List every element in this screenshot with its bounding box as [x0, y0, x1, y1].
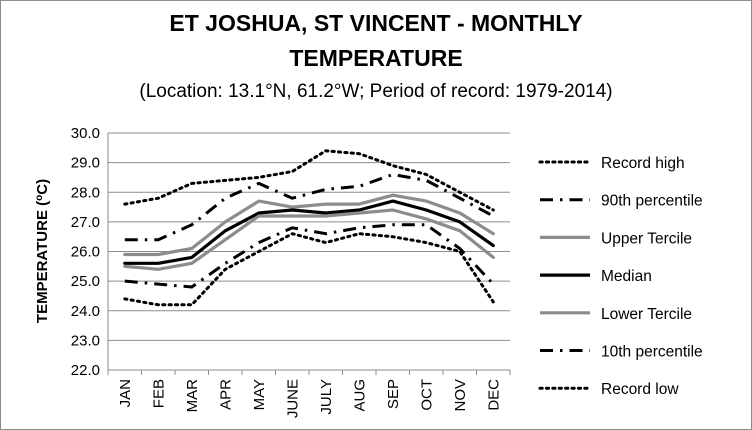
legend-label: Upper Tercile: [601, 230, 692, 247]
x-tick-label: SEP: [385, 379, 402, 409]
series-line-median: [123, 199, 495, 265]
series-line-record-low: [123, 232, 495, 307]
legend: Record high 90th percentile Upper Tercile M…: [538, 155, 703, 398]
series-lines: [123, 149, 495, 307]
x-tick-label: JUNE: [284, 379, 301, 418]
y-tick-label: 29.0: [71, 155, 100, 172]
x-tick-label: DEC: [485, 379, 502, 411]
y-tick-label: 30.0: [71, 125, 100, 142]
x-tick-label: JAN: [117, 379, 134, 407]
x-tick-label: OCT: [418, 379, 435, 411]
y-tick-label: 22.0: [71, 362, 100, 379]
x-tick-label: AUG: [351, 379, 368, 412]
series-line-10th-percentile: [124, 223, 495, 289]
legend-label: Median: [601, 268, 652, 285]
y-tick-label: 25.0: [71, 273, 100, 290]
series-line-record-high: [123, 149, 495, 212]
x-tick-label: APR: [217, 379, 234, 410]
chart-title-line-1: ET JOSHUA, ST VINCENT - MONTHLY: [169, 10, 583, 36]
legend-label: Record high: [601, 155, 685, 172]
x-tick-label: NOV: [452, 379, 469, 412]
chart-subtitle: (Location: 13.1°N, 61.2°W; Period of rec…: [139, 81, 613, 102]
y-axis-label: TEMPERATURE (oC): [34, 179, 51, 323]
legend-label: 90th percentile: [601, 193, 703, 210]
x-tick-label: JULY: [318, 379, 335, 415]
y-tick-label: 23.0: [71, 332, 100, 349]
legend-label: Lower Tercile: [601, 306, 692, 323]
series-line-90th-percentile: [124, 173, 495, 242]
y-tick-label: 28.0: [71, 184, 100, 201]
y-axis-ticks: 22.0 23.0 24.0 25.0 26.0 27.0 28.0 29.0 30.0: [71, 125, 100, 379]
legend-label: 10th percentile: [601, 344, 703, 361]
series-line-upper-tercile: [123, 193, 495, 257]
chart-title-line-2: TEMPERATURE: [289, 45, 463, 71]
x-tick-label: MAR: [184, 379, 201, 413]
legend-label: Record low: [601, 381, 679, 398]
y-tick-label: 26.0: [71, 244, 100, 261]
x-tick-label: MAY: [251, 379, 268, 410]
y-tick-label: 27.0: [71, 214, 100, 231]
x-axis-ticks: JAN FEB MAR APR MAY JUNE JULY AUG SEP OCT NOV DEC: [107, 370, 511, 418]
x-tick-label: FEB: [150, 379, 167, 408]
y-tick-label: 24.0: [71, 303, 100, 320]
series-line-lower-tercile: [123, 208, 495, 271]
